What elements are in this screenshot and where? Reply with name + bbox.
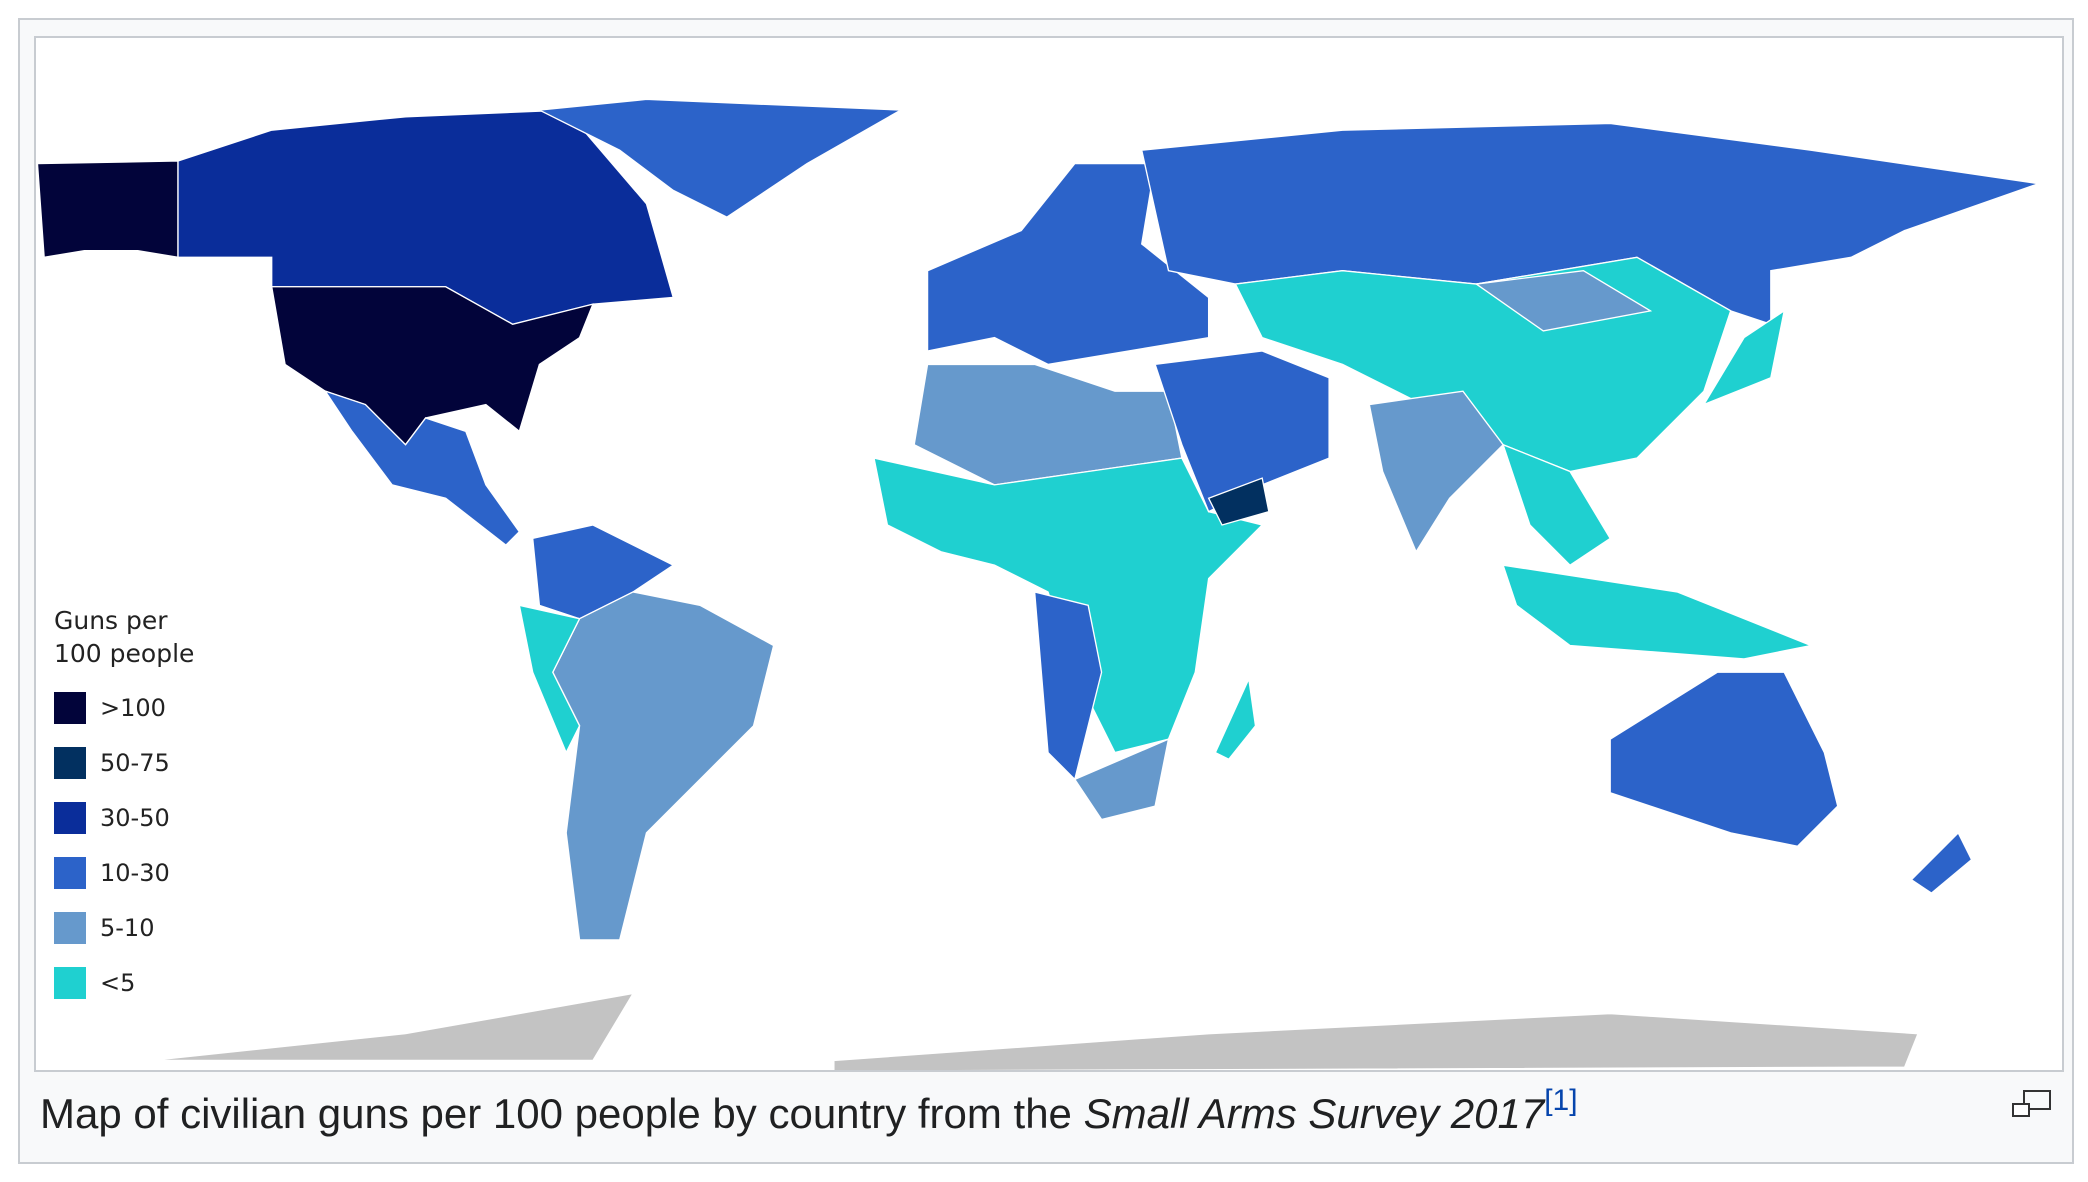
legend-item: 5-10 [54,900,194,955]
enlarge-icon[interactable] [2010,1088,2054,1122]
legend-item: <5 [54,955,194,1010]
legend-swatch [54,746,86,779]
legend-title: Guns per [54,606,168,635]
legend-item: 10-30 [54,845,194,900]
legend-label: 10-30 [100,858,170,887]
map-image [36,98,2039,1070]
caption-source: Small Arms Survey 2017 [1083,1090,1545,1137]
legend-label: 5-10 [100,913,155,942]
legend-swatch [54,911,86,944]
figure-frame: Guns per 100 people >100 50-75 30-50 10-30 5… [18,18,2074,1164]
caption: Map of civilian guns per 100 people by c… [40,1084,1578,1138]
legend-swatch [54,966,86,999]
caption-text: Map of civilian guns per 100 people by c… [40,1090,1084,1137]
legend-item: >100 [54,680,194,735]
legend-label: <5 [100,968,136,997]
legend-title: 100 people [54,639,195,668]
map: Guns per 100 people >100 50-75 30-50 10-30 5… [34,36,2064,1072]
legend-swatch [54,801,86,834]
legend-label: >100 [100,693,166,722]
legend: Guns per 100 people >100 50-75 30-50 10-30 5… [54,604,194,1010]
legend-swatch [54,691,86,724]
legend-swatch [54,856,86,889]
reference-link[interactable]: [1] [1544,1084,1578,1117]
countries [36,98,2039,1070]
legend-label: 50-75 [100,748,170,777]
legend-items: >100 50-75 30-50 10-30 5-10 <5 [54,680,194,1010]
legend-item: 50-75 [54,735,194,790]
legend-label: 30-50 [100,803,170,832]
legend-item: 30-50 [54,790,194,845]
